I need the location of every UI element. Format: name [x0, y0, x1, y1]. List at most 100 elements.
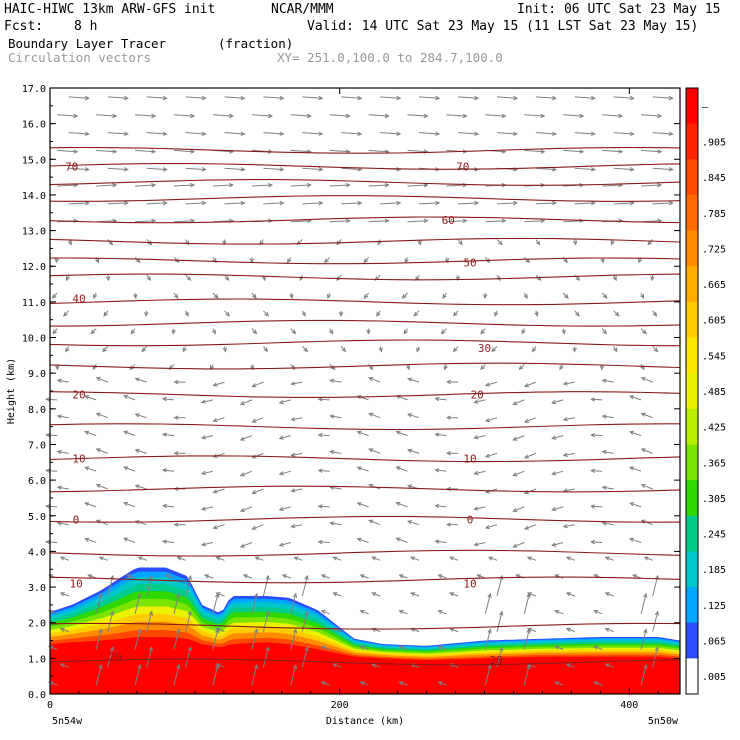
- vector-arrow: [594, 681, 603, 686]
- vector-arrowhead: [443, 365, 448, 371]
- vector-arrow: [135, 378, 147, 383]
- vector-arrow: [613, 167, 634, 171]
- vector-arrowhead: [434, 503, 440, 509]
- colorbar-swatch: [686, 480, 698, 517]
- vector-arrowhead: [251, 383, 257, 388]
- vector-arrowhead: [643, 663, 648, 670]
- contour-line: [49, 658, 681, 666]
- vector-arrow: [290, 629, 297, 650]
- vector-arrow: [563, 417, 575, 421]
- vector-arrowhead: [95, 258, 99, 264]
- vector-arrowhead: [306, 183, 312, 188]
- vector-arrow: [201, 435, 214, 439]
- vector-arrowhead: [48, 645, 54, 650]
- tracer-fill: [50, 567, 680, 694]
- vector-arrowhead: [554, 681, 560, 686]
- vector-arrowhead: [148, 574, 153, 581]
- vector-arrowhead: [102, 347, 107, 353]
- vector-arrow: [146, 132, 167, 135]
- contour-line: [49, 237, 681, 245]
- vector-arrowhead: [434, 468, 440, 473]
- vector-arrow: [329, 220, 350, 223]
- vector-arrow: [360, 574, 369, 579]
- vector-arrow: [290, 184, 311, 187]
- vector-arrow: [496, 239, 503, 245]
- vector-arrow: [496, 611, 503, 632]
- vector-arrow: [252, 452, 264, 459]
- vector-arrow: [201, 506, 214, 510]
- vector-arrow: [123, 537, 136, 543]
- vector-arrowhead: [212, 382, 218, 387]
- vector-arrow: [333, 592, 342, 597]
- vector-arrow: [368, 220, 389, 223]
- vector-arrow: [162, 398, 175, 401]
- colorbar-swatch: [686, 230, 698, 267]
- vector-arrowhead: [239, 472, 245, 477]
- vector-arrow: [290, 593, 297, 614]
- colorbar-swatch: [686, 123, 698, 160]
- colorbar-swatch: [686, 88, 698, 125]
- fcst-value: 8 h: [74, 19, 98, 34]
- vector-arrowhead: [551, 471, 557, 476]
- vector-arrow: [185, 647, 192, 668]
- vector-arrow: [213, 488, 225, 493]
- vector-arrow: [613, 310, 620, 317]
- vector-arrowhead: [190, 113, 196, 119]
- vector-arrowhead: [407, 377, 413, 382]
- vector-arrow: [652, 167, 673, 171]
- vector-arrowhead: [480, 365, 485, 371]
- vector-arrowhead: [501, 218, 507, 224]
- contour-label: 10: [463, 453, 476, 466]
- x-tick-label: 0: [47, 700, 53, 711]
- vector-arrowhead: [332, 592, 338, 597]
- x-end-left: 5n54w: [52, 716, 83, 727]
- valid-time: Valid: 14 UTC Sat 23 May 15 (11 LST Sat …: [307, 19, 699, 34]
- vector-arrow: [563, 524, 575, 528]
- vector-arrow: [302, 202, 323, 205]
- vector-arrowhead: [610, 240, 615, 246]
- vector-arrowhead: [265, 610, 270, 616]
- vector-arrowhead: [629, 537, 635, 542]
- vector-arrowhead: [329, 521, 335, 526]
- vector-arrow: [68, 202, 89, 205]
- vector-arrowhead: [137, 556, 143, 561]
- vector-arrowhead: [579, 149, 585, 154]
- vector-arrowhead: [56, 378, 62, 384]
- vector-arrowhead: [395, 537, 401, 542]
- vector-arrowhead: [513, 200, 519, 206]
- vector-arrowhead: [668, 167, 674, 172]
- vector-arrow: [251, 114, 272, 117]
- vector-arrowhead: [526, 627, 532, 632]
- vector-arrow: [524, 524, 537, 530]
- contour-label: 10: [463, 578, 476, 591]
- vector-arrowhead: [445, 451, 451, 456]
- vector-arrowhead: [572, 347, 577, 353]
- vector-arrowhead: [435, 95, 441, 101]
- xy-coords: XY= 251.0,100.0 to 284.7,100.0: [277, 50, 503, 65]
- vector-arrowhead: [134, 448, 140, 453]
- vector-arrowhead: [161, 468, 167, 473]
- vector-arrow: [513, 435, 525, 441]
- vector-arrow: [566, 592, 575, 597]
- vector-arrow: [523, 256, 530, 263]
- vector-arrow: [396, 431, 408, 437]
- vector-arrow: [173, 220, 195, 223]
- vector-arrowhead: [484, 453, 490, 458]
- vector-arrowhead: [55, 365, 60, 371]
- vector-arrow: [407, 220, 428, 223]
- vector-arrowhead: [407, 520, 413, 525]
- vector-arrowhead: [190, 149, 196, 154]
- vector-arrow: [563, 149, 584, 153]
- vector-arrow: [321, 645, 330, 650]
- vector-arrow: [446, 114, 467, 117]
- vector-arrowhead: [133, 293, 138, 300]
- contour-label: 70: [65, 160, 78, 173]
- vector-arrow: [291, 381, 303, 385]
- vector-arrow: [341, 132, 362, 135]
- vector-arrowhead: [602, 294, 608, 299]
- vector-arrowhead: [668, 131, 674, 136]
- circulation-vectors: [45, 95, 674, 686]
- vector-arrow: [329, 149, 350, 153]
- colorbar-label: –: [702, 102, 709, 113]
- vector-arrow: [96, 484, 108, 490]
